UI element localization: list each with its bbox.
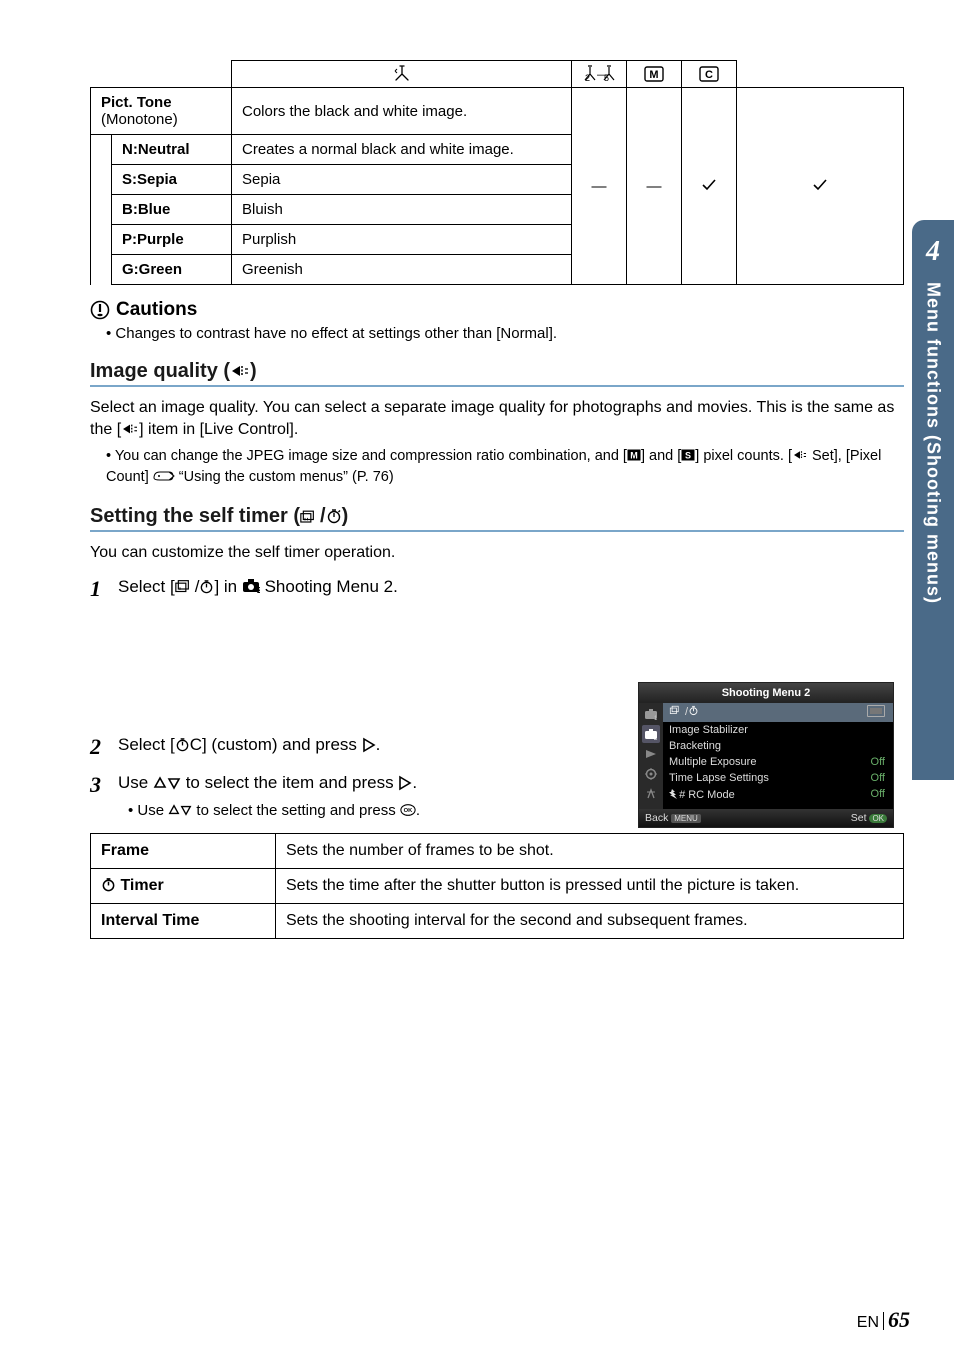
svg-text:2: 2 bbox=[585, 73, 590, 83]
tone-row-label: G:Green bbox=[112, 255, 232, 285]
up-arrow-icon bbox=[168, 804, 180, 816]
pict-tone-label: Pict. Tone bbox=[101, 94, 172, 111]
svg-text:S: S bbox=[685, 451, 691, 461]
self-timer-body: You can customize the self timer operati… bbox=[90, 542, 904, 564]
cm-row: Bracketing bbox=[663, 738, 893, 754]
frame-label: Frame bbox=[91, 833, 276, 868]
cm-row-val bbox=[867, 705, 885, 720]
step-1: 1 Select [/] in 2 Shooting Menu 2. bbox=[90, 576, 904, 602]
cm-side-icon bbox=[642, 765, 660, 783]
tone-row-label: B:Blue bbox=[112, 195, 232, 225]
cm-side-icon bbox=[642, 745, 660, 763]
frame-desc: Sets the number of frames to be shot. bbox=[276, 833, 904, 868]
svg-text:M: M bbox=[630, 451, 638, 461]
down-arrow-icon bbox=[180, 804, 192, 816]
camera-menu-panel: Shooting Menu 2 1 2 / Image Stabilizer B… bbox=[638, 682, 894, 828]
camera-2-icon: 2 bbox=[242, 578, 260, 594]
interval-label: Interval Time bbox=[91, 903, 276, 938]
timer-icon bbox=[175, 737, 190, 752]
tone-row-desc: Sepia bbox=[232, 165, 572, 195]
tone-row-label: N:Neutral bbox=[112, 135, 232, 165]
ok-button-icon: OK bbox=[400, 803, 416, 817]
chapter-title: Menu functions (Shooting menus) bbox=[923, 282, 944, 604]
pict-tone-sub: (Monotone) bbox=[101, 111, 178, 128]
frame-table: Frame Sets the number of frames to be sh… bbox=[90, 833, 904, 939]
drive-icon bbox=[300, 509, 320, 525]
cm-side-icon: 2 bbox=[642, 725, 660, 743]
svg-text:1: 1 bbox=[654, 716, 658, 720]
timer-desc: Sets the time after the shutter button i… bbox=[276, 868, 904, 903]
right-arrow-icon bbox=[362, 737, 376, 753]
mode-icon-2: 2 — 5 bbox=[572, 61, 627, 88]
cm-row: Image Stabilizer bbox=[663, 722, 893, 738]
check-m bbox=[682, 88, 737, 285]
tone-row-desc: Creates a normal black and white image. bbox=[232, 135, 572, 165]
record-mode-icon bbox=[792, 449, 808, 461]
image-quality-body: Select an image quality. You can select … bbox=[90, 397, 904, 440]
svg-text:2: 2 bbox=[654, 736, 658, 740]
cm-side-icon: 1 bbox=[642, 705, 660, 723]
pict-tone-desc: Colors the black and white image. bbox=[232, 88, 572, 135]
cm-row: / bbox=[663, 703, 893, 722]
svg-text:M: M bbox=[649, 69, 658, 81]
camera-menu-footer: Back MENU Set OK bbox=[639, 809, 893, 827]
cautions-heading: Cautions bbox=[90, 299, 904, 321]
cautions-title: Cautions bbox=[116, 299, 197, 321]
tone-row-label: S:Sepia bbox=[112, 165, 232, 195]
timer-label: Timer bbox=[91, 868, 276, 903]
drive-icon bbox=[175, 579, 195, 594]
cm-side-icon bbox=[642, 785, 660, 803]
timer-icon bbox=[326, 508, 342, 524]
svg-text:C: C bbox=[705, 69, 713, 81]
chapter-tab: 4 Menu functions (Shooting menus) bbox=[912, 220, 954, 780]
camera-menu-title: Shooting Menu 2 bbox=[639, 683, 893, 703]
tone-row-desc: Greenish bbox=[232, 255, 572, 285]
dash-2: ― bbox=[627, 88, 682, 285]
cm-row: # RC ModeOff bbox=[663, 786, 893, 803]
pixel-s-icon: S bbox=[681, 449, 695, 461]
cm-row-label: / bbox=[669, 705, 699, 720]
hand-icon bbox=[153, 469, 175, 485]
svg-text:5: 5 bbox=[604, 73, 609, 83]
cm-row: Multiple ExposureOff bbox=[663, 754, 893, 770]
cautions-bullet: • Changes to contrast have no effect at … bbox=[106, 325, 904, 342]
dash-1: ― bbox=[572, 88, 627, 285]
cm-row: Time Lapse SettingsOff bbox=[663, 770, 893, 786]
self-timer-heading: Setting the self timer (/) bbox=[90, 505, 904, 532]
timer-icon bbox=[101, 877, 116, 892]
svg-text:OK: OK bbox=[404, 808, 413, 814]
interval-desc: Sets the shooting interval for the secon… bbox=[276, 903, 904, 938]
down-arrow-icon bbox=[167, 776, 181, 790]
tone-row-label: P:Purple bbox=[112, 225, 232, 255]
mode-icon-1 bbox=[232, 61, 572, 88]
chapter-number: 4 bbox=[926, 236, 940, 268]
record-mode-icon bbox=[230, 363, 250, 379]
mode-icon-c: C bbox=[682, 61, 737, 88]
pict-tone-table: 2 — 5 M C Pict. Tone(Monotone) Colors th… bbox=[90, 60, 904, 285]
right-arrow-icon bbox=[398, 775, 412, 791]
pixel-m-icon: M bbox=[627, 449, 641, 461]
check-c bbox=[737, 88, 904, 285]
caution-icon bbox=[90, 300, 110, 320]
tone-row-desc: Purplish bbox=[232, 225, 572, 255]
camera-menu-sidebar: 1 2 bbox=[639, 703, 663, 809]
timer-icon bbox=[199, 579, 214, 594]
image-quality-bullet: • You can change the JPEG image size and… bbox=[106, 446, 904, 487]
image-quality-heading: Image quality () bbox=[90, 360, 904, 387]
tone-row-desc: Bluish bbox=[232, 195, 572, 225]
up-arrow-icon bbox=[153, 776, 167, 790]
record-mode-icon bbox=[121, 422, 139, 436]
page-footer: EN65 bbox=[857, 1307, 910, 1333]
mode-icon-m: M bbox=[627, 61, 682, 88]
